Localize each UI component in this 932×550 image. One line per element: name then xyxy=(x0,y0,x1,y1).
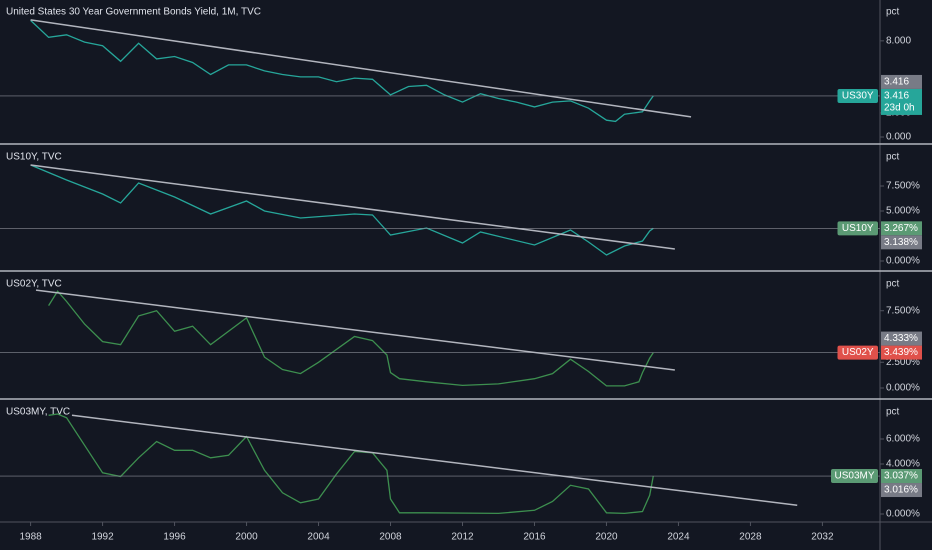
y-tick-label: 2.500% xyxy=(886,357,920,368)
price-badge xyxy=(881,469,922,484)
price-badge xyxy=(881,221,922,236)
price-line xyxy=(30,164,654,256)
axis-badge xyxy=(881,235,922,250)
x-tick-label: 2020 xyxy=(595,532,618,543)
price-badge-label: 3.037% xyxy=(884,471,918,482)
price-badge-label: 3.416 xyxy=(884,91,909,102)
symbol-badge-label: US10Y xyxy=(842,223,874,234)
unit-label: pct xyxy=(886,152,900,163)
symbol-badge xyxy=(837,345,878,360)
x-tick-label: 2012 xyxy=(451,532,474,543)
x-tick-label: 2028 xyxy=(739,532,762,543)
pane-title: US10Y, TVC xyxy=(6,152,62,163)
trend-line xyxy=(71,414,798,506)
y-tick-label: 0.000 xyxy=(886,132,911,143)
trend-line xyxy=(30,164,675,250)
symbol-badge-label: US03MY xyxy=(834,471,874,482)
x-tick-label: 2008 xyxy=(379,532,402,543)
y-tick-label: 0.000% xyxy=(886,509,920,520)
trend-line xyxy=(30,19,692,118)
price-line xyxy=(48,413,654,515)
y-tick-label: 8.000 xyxy=(886,35,911,46)
symbol-badge-label: US30Y xyxy=(842,91,874,102)
pane-title: United States 30 Year Government Bonds Y… xyxy=(6,7,261,18)
axis-badge-label: 3.016% xyxy=(884,485,918,496)
pane-title: US02Y, TVC xyxy=(6,279,62,290)
price-badge xyxy=(881,88,922,115)
x-tick-label: 2024 xyxy=(667,532,690,543)
x-tick-label: 2016 xyxy=(523,532,546,543)
y-tick-label: 0.000% xyxy=(886,383,920,394)
price-line xyxy=(30,19,654,123)
axis-badge-label: 3.138% xyxy=(884,237,918,248)
x-tick-label: 2004 xyxy=(307,532,330,543)
price-badge-label: 3.267% xyxy=(884,223,918,234)
price-line xyxy=(48,290,654,387)
y-tick-label: 7.500% xyxy=(886,305,920,316)
y-tick-label: 4.000% xyxy=(886,459,920,470)
axis-badge xyxy=(881,74,922,89)
pane-title: US03MY, TVC xyxy=(6,407,70,418)
unit-label: pct xyxy=(886,407,900,418)
y-tick-label: 0.000% xyxy=(886,256,920,267)
y-tick-label: 7.500% xyxy=(886,181,920,192)
unit-label: pct xyxy=(886,7,900,18)
y-tick-label: 6.000% xyxy=(886,434,920,445)
countdown-label: 23d 0h xyxy=(884,103,915,114)
axis-badge xyxy=(881,331,922,346)
axis-badge-label: 3.416 xyxy=(884,77,909,88)
y-tick-label: 5.000% xyxy=(886,206,920,217)
axis-badge xyxy=(881,483,922,498)
symbol-badge xyxy=(837,88,878,103)
axis-badge-label: 4.333% xyxy=(884,333,918,344)
x-tick-label: 2032 xyxy=(811,532,834,543)
x-tick-label: 2000 xyxy=(235,532,258,543)
price-badge xyxy=(881,345,922,360)
symbol-badge xyxy=(837,221,878,236)
x-tick-label: 1996 xyxy=(163,532,186,543)
trend-line xyxy=(35,289,675,371)
x-tick-label: 1992 xyxy=(91,532,114,543)
x-tick-label: 1988 xyxy=(19,532,42,543)
price-badge-label: 3.439% xyxy=(884,347,918,358)
symbol-badge xyxy=(831,469,878,484)
unit-label: pct xyxy=(886,279,900,290)
symbol-badge-label: US02Y xyxy=(842,347,874,358)
